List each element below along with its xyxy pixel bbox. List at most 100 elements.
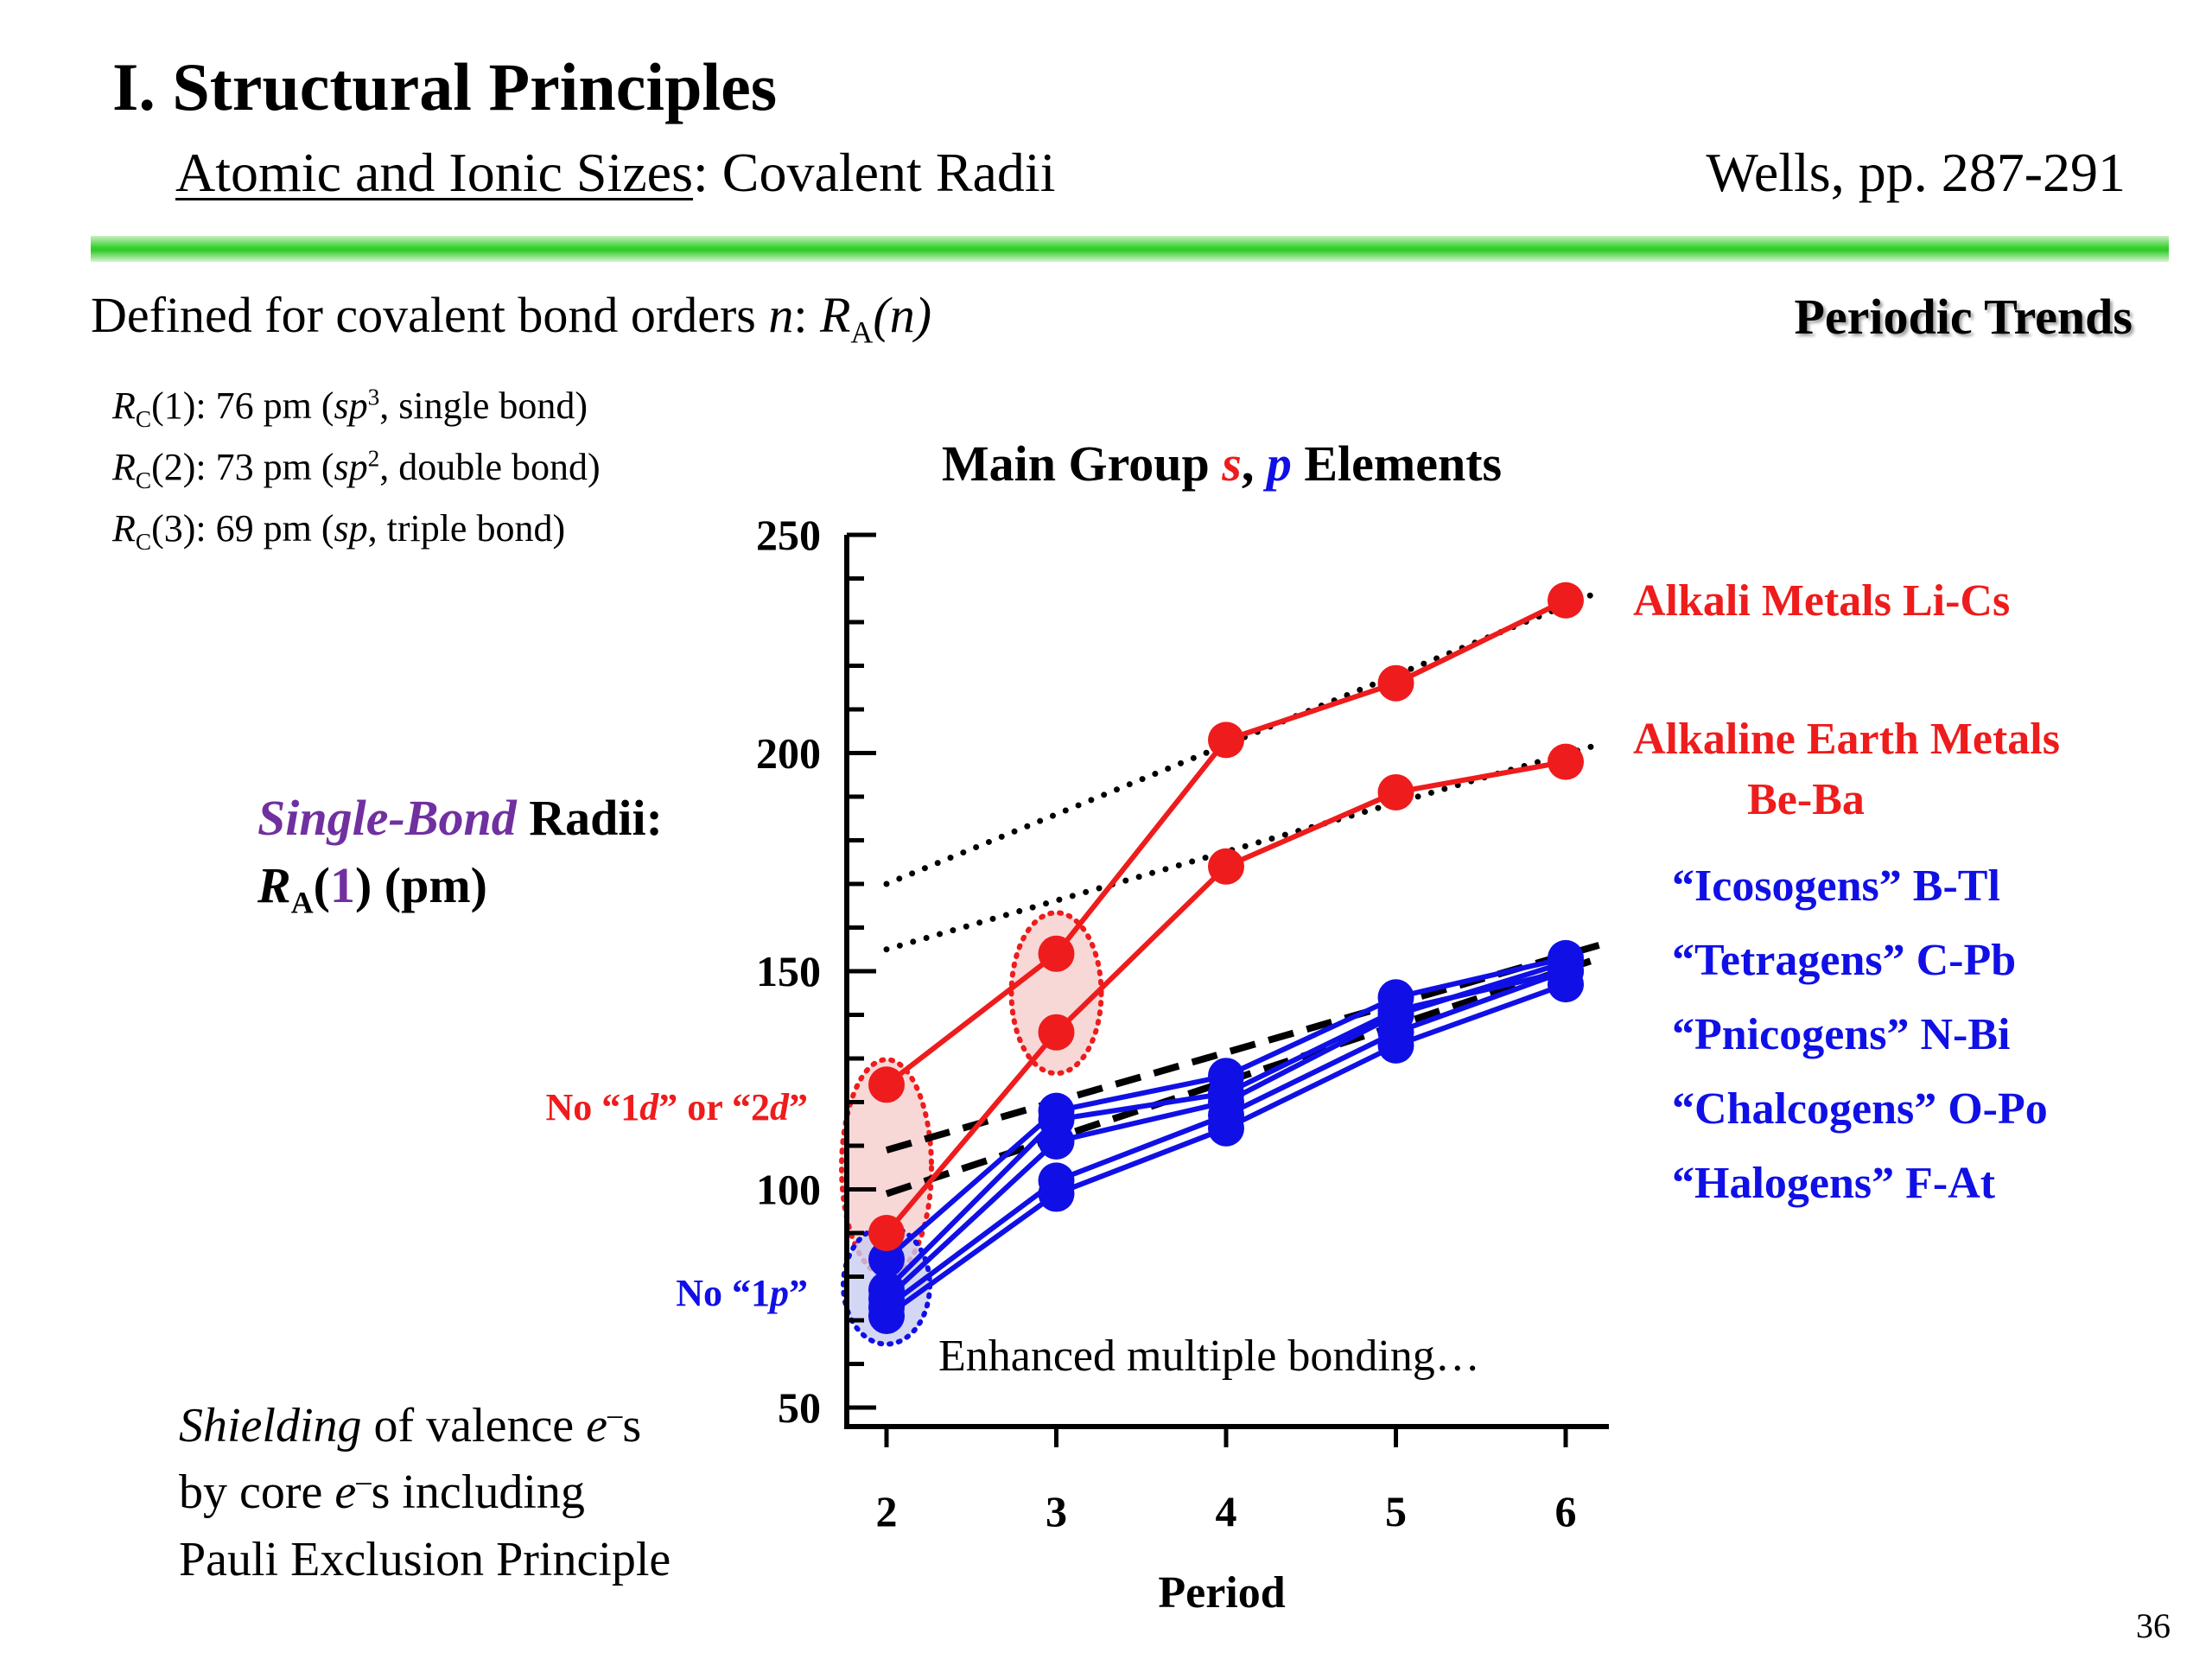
chart-title-part: p	[1262, 435, 1292, 492]
no-p-annotation-part: p	[766, 1272, 789, 1314]
no-p-annotation-part: No “1	[676, 1272, 770, 1314]
y-tick-label: 50	[778, 1383, 821, 1432]
ylabel-open: (	[313, 857, 330, 914]
y-tick-label: 200	[756, 729, 821, 778]
no-d-annotation-part: No “1	[545, 1086, 639, 1128]
electron-charge: –	[607, 1397, 623, 1432]
data-point	[868, 1241, 905, 1278]
subtitle-rest: : Covalent Radii	[692, 142, 1056, 203]
shielding-line1: Shielding of valence e–s	[179, 1393, 671, 1459]
data-point	[1377, 664, 1414, 702]
reference-citation: Wells, pp. 287-291	[1706, 142, 2126, 203]
data-point	[1208, 1058, 1244, 1095]
shielding-line2-a: by core	[179, 1465, 335, 1520]
series-line	[885, 982, 1567, 1319]
definition-n: n	[768, 287, 794, 343]
radii-text: Radii:	[516, 790, 663, 846]
electron-symbol: e	[334, 1465, 357, 1520]
trendline-dotted	[883, 741, 1603, 953]
shielding-line2: by core e–s including	[179, 1459, 671, 1526]
slide-title: I. Structural Principles	[112, 49, 778, 124]
y-tick-label: 100	[756, 1166, 821, 1214]
rc-line-single: RC(1): 76 pm (sp3, single bond)	[112, 384, 588, 431]
y-tick-label: 250	[756, 511, 821, 559]
series-label: Be-Ba	[1747, 775, 1865, 824]
slide-subtitle: Atomic and Ionic Sizes: Covalent Radii	[175, 145, 1055, 200]
chart-title-part: ,	[1242, 435, 1267, 492]
rc-r: R	[112, 507, 136, 550]
y-axis-label: Single-Bond Radii: RA(1) (pm)	[257, 785, 663, 920]
axes: 50 100 150 200 250 2 3 4 5 6 Period	[756, 511, 1609, 1618]
data-point	[1208, 721, 1244, 759]
no-d-annotation: No “1d” or “2d”	[545, 1086, 808, 1128]
data-point	[1548, 582, 1584, 619]
data-point	[1038, 935, 1075, 972]
data-point	[1038, 1014, 1075, 1051]
rc-order: (1): 76 pm (	[151, 385, 334, 427]
series-label: “Halogens” F-At	[1672, 1159, 1996, 1208]
definition-sub: A	[850, 315, 874, 350]
chart-title-part: s	[1221, 435, 1242, 492]
x-tick-label: 2	[876, 1487, 898, 1535]
data-point	[1038, 1092, 1075, 1129]
data-point	[868, 1271, 905, 1308]
periodic-trends-heading: Periodic Trends	[1794, 289, 2133, 345]
y-axis-label-line1: Single-Bond Radii:	[257, 785, 663, 852]
x-tick-label: 4	[1216, 1487, 1237, 1535]
y-tick-label: 150	[756, 947, 821, 995]
data-point	[1377, 773, 1414, 810]
data-point	[1208, 848, 1244, 885]
rc-rest: , triple bond)	[367, 507, 566, 550]
series-label: Alkali Metals Li-Cs	[1633, 576, 2010, 626]
chart-title-part: Elements	[1292, 435, 1502, 492]
subtitle-underlined: Atomic and Ionic Sizes	[175, 142, 693, 203]
ylabel-sub: A	[290, 885, 314, 920]
period-3-highlight	[1008, 910, 1104, 1077]
no-p-annotation-part: ”	[789, 1272, 808, 1314]
chart-title: Main Group s, p Elements	[942, 435, 1502, 492]
data-point	[1377, 979, 1414, 1016]
rc-rest: , double bond)	[379, 446, 601, 488]
rc-line-double: RC(2): 73 pm (sp2, double bond)	[112, 445, 601, 493]
no-d-annotation-part: ” or “2	[658, 1086, 770, 1128]
shielding-rest: of valence	[361, 1399, 587, 1452]
no-d-annotation-part: d	[770, 1086, 790, 1128]
no-d-annotation-part: d	[639, 1086, 659, 1128]
series-label: Alkaline Earth Metals	[1633, 715, 2060, 764]
rc-sup: 3	[367, 384, 380, 410]
data-point	[868, 1215, 905, 1251]
series-label: “Tetragens” C-Pb	[1672, 936, 2016, 985]
data-point	[1548, 743, 1584, 780]
series-label: “Chalcogens” O-Po	[1672, 1084, 2048, 1134]
x-tick-label: 5	[1385, 1487, 1407, 1535]
rc-hyb: sp	[334, 507, 368, 550]
ylabel-one: 1	[329, 857, 355, 914]
shielding-line3: Pauli Exclusion Principle	[179, 1532, 671, 1586]
chart-title-part: Main Group	[942, 435, 1222, 492]
data-point	[868, 1066, 905, 1103]
rc-sup: 2	[367, 445, 380, 472]
rc-rest: , single bond)	[379, 385, 588, 427]
definition-paren: (n)	[873, 287, 932, 343]
definition-r: R	[819, 287, 851, 343]
rc-sub: C	[135, 405, 152, 432]
electron-symbol: e	[586, 1399, 608, 1452]
single-bond-text: Single-Bond	[257, 790, 517, 846]
data-series	[868, 582, 1584, 1334]
shielding-line2-b: s including	[371, 1465, 585, 1520]
header-divider	[91, 236, 2169, 262]
rc-order: (2): 73 pm (	[151, 446, 334, 488]
no-p-annotation: No “1p”	[676, 1272, 808, 1314]
data-point	[1038, 1162, 1075, 1199]
rc-r: R	[112, 385, 136, 427]
rc-sub: C	[135, 528, 152, 555]
chart-text: Main Group s, p Elements Alkali Metals Li…	[545, 435, 2060, 1381]
shielding-word: Shielding	[179, 1399, 362, 1452]
rc-line-triple: RC(3): 69 pm (sp, triple bond)	[112, 507, 566, 554]
electron-charge: –	[356, 1464, 372, 1498]
definition-prefix: Defined for covalent bond orders	[91, 287, 769, 343]
shielding-note: Shielding of valence e–s by core e–s inc…	[179, 1393, 671, 1593]
definition-colon: :	[793, 287, 820, 343]
rc-sub: C	[135, 467, 152, 493]
